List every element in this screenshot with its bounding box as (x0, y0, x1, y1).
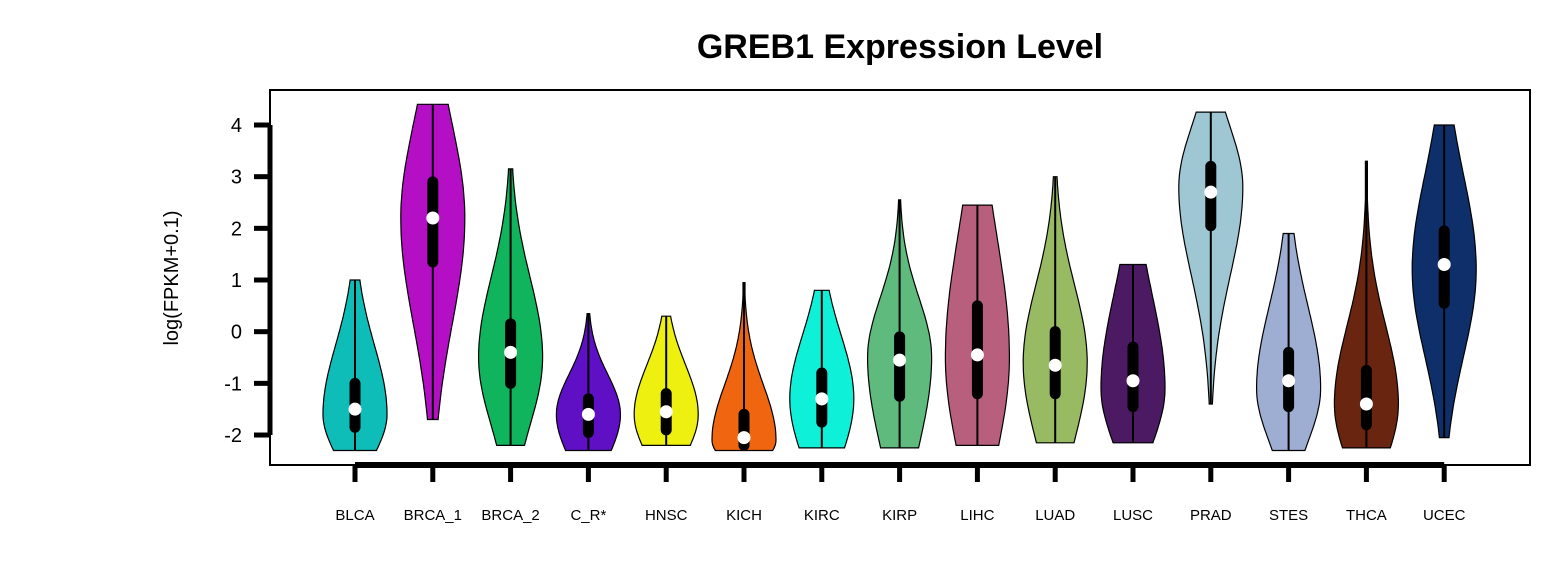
violin-blca (322, 279, 388, 452)
violin-kirp (867, 199, 933, 449)
violin-median-point (970, 348, 984, 362)
violin-brca-2 (478, 168, 544, 446)
violin-c-r- (555, 313, 621, 452)
violin-median-point (1282, 374, 1296, 388)
y-axis: 4 3 2 1 0 -1 -2 (224, 115, 273, 447)
y-tick-label: 1 (231, 270, 242, 292)
violin-stes (1256, 232, 1322, 452)
x-tick-label: PRAD (1190, 507, 1232, 524)
violin-kich (711, 282, 777, 452)
violin-median-point (504, 345, 518, 359)
violin-lihc (944, 204, 1010, 446)
violin-brca-1 (400, 103, 466, 421)
violin-median-point (815, 392, 829, 406)
x-tick-label: KIRC (804, 507, 840, 524)
violin-thca (1333, 160, 1399, 449)
y-tick-label: 2 (231, 218, 242, 240)
violin-median-point (659, 405, 673, 419)
violin-kirc (789, 289, 855, 449)
y-tick-label: 3 (231, 167, 242, 189)
x-tick-label: KICH (726, 507, 762, 524)
violin-ucec (1411, 124, 1477, 439)
y-tick-label: -1 (224, 373, 242, 395)
x-tick-label: LIHC (960, 507, 994, 524)
violin-median-point (737, 431, 751, 445)
y-tick-label: 0 (231, 322, 242, 344)
x-tick-label: BLCA (335, 507, 374, 524)
x-tick-label: STES (1269, 507, 1308, 524)
violin-median-point (1048, 358, 1062, 372)
violin-median-point (348, 402, 362, 416)
violin-lusc (1100, 263, 1166, 444)
violin-median-point (1437, 258, 1451, 272)
y-tick-label: 4 (231, 115, 242, 137)
violin-median-point (1126, 374, 1140, 388)
x-tick-label: BRCA_2 (481, 507, 539, 524)
violin-prad (1178, 111, 1244, 405)
x-tick-label: THCA (1346, 507, 1387, 524)
violins (322, 103, 1477, 452)
x-tick-label: LUSC (1113, 507, 1153, 524)
violin-median-point (581, 407, 595, 421)
x-tick-label: UCEC (1423, 507, 1466, 524)
x-tick-label: HNSC (645, 507, 688, 524)
x-tick-label: KIRP (882, 507, 917, 524)
chart-title: GREB1 Expression Level (697, 28, 1103, 66)
violin-median-point (893, 353, 907, 367)
violin-median-point (426, 211, 440, 225)
violin-median-point (1359, 397, 1373, 411)
violin-hnsc (633, 315, 699, 446)
y-tick-label: -2 (224, 425, 242, 447)
y-axis-label: log(FPKM+0.1) (161, 210, 183, 345)
violin-luad (1022, 176, 1088, 444)
x-tick-label: LUAD (1035, 507, 1075, 524)
x-tick-label: BRCA_1 (404, 507, 462, 524)
violin-median-point (1204, 185, 1218, 199)
x-tick-label: C_R* (570, 507, 606, 524)
x-axis: BLCA BRCA_1 BRCA_2 C_R* HNSC KICH KIRC KIRP LIHC… (335, 462, 1466, 524)
